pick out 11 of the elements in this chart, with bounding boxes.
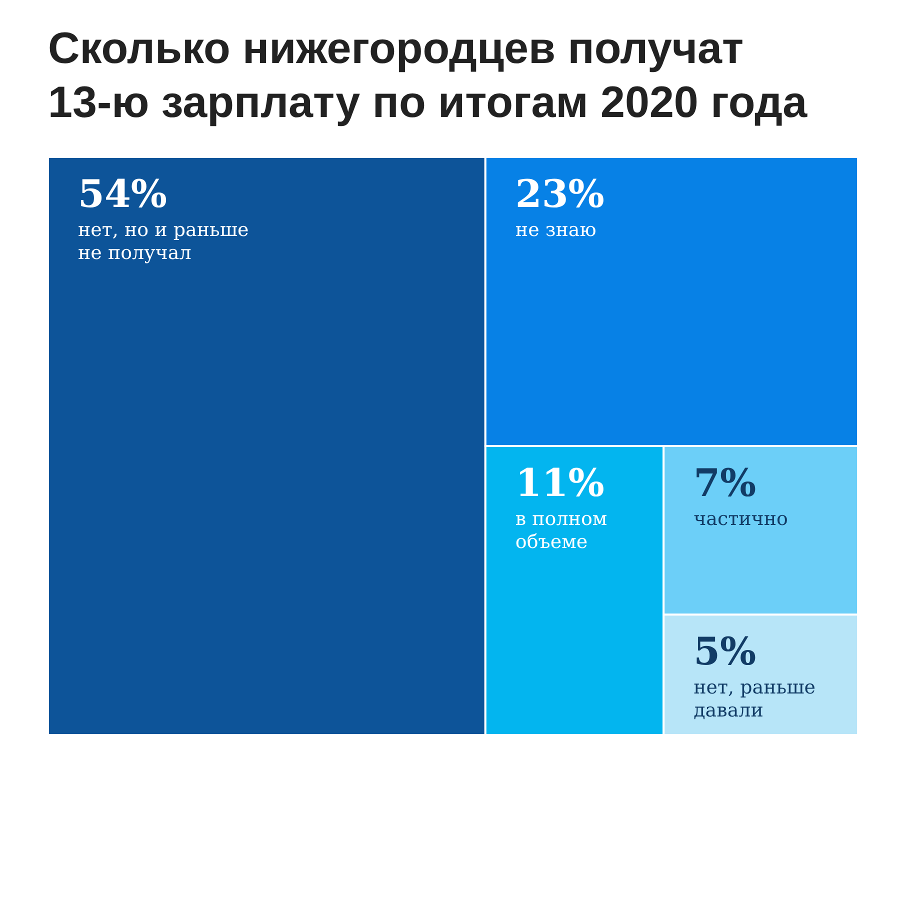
category-label: частично bbox=[694, 508, 788, 530]
data-label: 11% bbox=[515, 460, 604, 505]
category-label: нет, но и раньше не получал bbox=[78, 219, 249, 264]
text: Сколько нижегородцев получат 13-ю зарплату по итогам 2020 года bbox=[48, 24, 808, 127]
data-label: 23% bbox=[515, 171, 604, 216]
data-label: 54% bbox=[78, 171, 167, 216]
category-label: нет, раньше давали bbox=[694, 676, 816, 722]
data-label: 5% bbox=[694, 628, 756, 674]
category-label: не знаю bbox=[515, 219, 596, 241]
data-label: 7% bbox=[694, 460, 756, 505]
category-label: в полном объеме bbox=[515, 508, 608, 553]
